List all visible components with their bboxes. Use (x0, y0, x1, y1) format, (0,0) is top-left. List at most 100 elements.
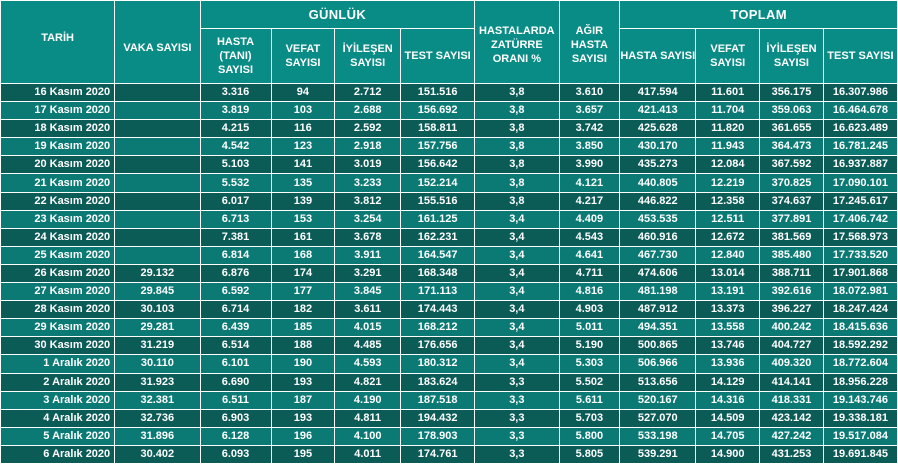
cell-gunluk-hasta: 7.381 (199, 227, 272, 247)
cell-toplam-test: 18.072.981 (822, 282, 898, 302)
cell-zaturre-orani: 3,4 (474, 354, 560, 374)
cell-gunluk-test: 151.516 (400, 82, 476, 103)
cell-gunluk-hasta: 3.316 (199, 82, 272, 103)
table-row: 21 Kasım 2020 5.532 135 3.233 152.214 3,8 4.12… (0, 173, 898, 193)
cell-vaka (114, 227, 201, 247)
cell-agir-hasta: 4.816 (558, 282, 621, 302)
cell-vaka: 30.110 (114, 354, 201, 374)
cell-toplam-test: 19.517.084 (822, 426, 898, 446)
cell-gunluk-hasta: 4.542 (199, 137, 272, 157)
cell-date: 29 Kasım 2020 (0, 318, 116, 338)
cell-gunluk-iyilesen: 4.821 (334, 372, 402, 392)
header-toplam-test: TEST SAYISI (822, 28, 898, 84)
header-vaka: VAKA SAYISI (114, 0, 201, 84)
cell-gunluk-iyilesen: 3.254 (334, 209, 402, 229)
cell-gunluk-vefat: 168 (270, 245, 336, 265)
cell-gunluk-test: 155.516 (400, 191, 476, 211)
cell-toplam-hasta: 474.606 (619, 263, 697, 284)
cell-zaturre-orani: 3,8 (474, 191, 560, 211)
cell-zaturre-orani: 3,4 (474, 263, 560, 284)
cell-gunluk-hasta: 6.128 (199, 426, 272, 446)
cell-toplam-hasta: 533.198 (619, 426, 697, 446)
cell-gunluk-iyilesen: 2.688 (334, 101, 402, 121)
cell-toplam-test: 17.733.520 (822, 245, 898, 265)
cell-toplam-test: 16.781.245 (822, 137, 898, 157)
cell-vaka: 29.845 (114, 282, 201, 302)
cell-gunluk-hasta: 6.876 (199, 263, 272, 284)
cell-vaka: 32.736 (114, 408, 201, 428)
table-row: 27 Kasım 2020 29.845 6.592 177 3.845 171.113 3… (0, 282, 898, 302)
table-row: 22 Kasım 2020 6.017 139 3.812 155.516 3,8 4.21… (0, 191, 898, 211)
cell-zaturre-orani: 3,4 (474, 318, 560, 338)
cell-gunluk-hasta: 6.017 (199, 191, 272, 211)
cell-toplam-iyilesen: 427.242 (759, 426, 824, 446)
cell-toplam-vefat: 12.511 (695, 209, 761, 229)
cell-gunluk-vefat: 190 (270, 354, 336, 374)
cell-agir-hasta: 3.610 (558, 82, 621, 103)
cell-agir-hasta: 4.641 (558, 245, 621, 265)
cell-gunluk-vefat: 135 (270, 173, 336, 193)
cell-gunluk-test: 176.656 (400, 336, 476, 356)
header-gunluk-hasta: HASTA (TANI) SAYISI (199, 28, 272, 84)
table-body: 16 Kasım 2020 3.316 94 2.712 151.516 3,8 3.610… (0, 82, 898, 464)
cell-gunluk-test: 187.518 (400, 390, 476, 410)
cell-toplam-test: 16.623.489 (822, 119, 898, 139)
cell-gunluk-vefat: 195 (270, 444, 336, 464)
table-row: 6 Aralık 2020 30.402 6.093 195 4.011 174.761 3… (0, 444, 898, 464)
cell-zaturre-orani: 3,8 (474, 82, 560, 103)
cell-toplam-test: 16.937.887 (822, 155, 898, 175)
cell-agir-hasta: 5.703 (558, 408, 621, 428)
cell-toplam-vefat: 14.129 (695, 372, 761, 392)
cell-toplam-vefat: 14.316 (695, 390, 761, 410)
cell-agir-hasta: 4.543 (558, 227, 621, 247)
cell-date: 3 Aralık 2020 (0, 390, 116, 410)
cell-gunluk-test: 162.231 (400, 227, 476, 247)
cell-date: 23 Kasım 2020 (0, 209, 116, 229)
cell-toplam-hasta: 481.198 (619, 282, 697, 302)
table-row: 28 Kasım 2020 30.103 6.714 182 3.611 174.443 3… (0, 300, 898, 320)
cell-gunluk-hasta: 3.819 (199, 101, 272, 121)
header-zaturre: HASTALARDA ZATÜRRE ORANI % (474, 0, 560, 84)
cell-vaka (114, 119, 201, 139)
cell-gunluk-hasta: 5.103 (199, 155, 272, 175)
cell-gunluk-test: 178.903 (400, 426, 476, 446)
cell-zaturre-orani: 3,4 (474, 336, 560, 356)
cell-toplam-iyilesen: 377.891 (759, 209, 824, 229)
table-row: 20 Kasım 2020 5.103 141 3.019 156.642 3,8 3.99… (0, 155, 898, 175)
cell-toplam-vefat: 11.704 (695, 101, 761, 121)
cell-toplam-test: 18.415.636 (822, 318, 898, 338)
cell-date: 20 Kasım 2020 (0, 155, 116, 175)
cell-toplam-test: 18.592.292 (822, 336, 898, 356)
table-row: 1 Aralık 2020 30.110 6.101 190 4.593 180.312 3… (0, 354, 898, 374)
cell-toplam-iyilesen: 396.227 (759, 300, 824, 320)
cell-zaturre-orani: 3,4 (474, 300, 560, 320)
cell-date: 6 Aralık 2020 (0, 444, 116, 464)
table-row: 5 Aralık 2020 31.896 6.128 196 4.100 178.903 3… (0, 426, 898, 446)
cell-gunluk-iyilesen: 2.712 (334, 82, 402, 103)
cell-gunluk-test: 152.214 (400, 173, 476, 193)
cell-toplam-vefat: 12.219 (695, 173, 761, 193)
cell-toplam-test: 19.338.181 (822, 408, 898, 428)
table-row: 16 Kasım 2020 3.316 94 2.712 151.516 3,8 3.610… (0, 82, 898, 103)
cell-agir-hasta: 4.217 (558, 191, 621, 211)
cell-date: 25 Kasım 2020 (0, 245, 116, 265)
table-row: 2 Aralık 2020 31.923 6.690 193 4.821 183.624 3… (0, 372, 898, 392)
cell-agir-hasta: 4.711 (558, 263, 621, 284)
cell-date: 4 Aralık 2020 (0, 408, 116, 428)
cell-date: 26 Kasım 2020 (0, 263, 116, 284)
cell-toplam-iyilesen: 364.473 (759, 137, 824, 157)
cell-gunluk-iyilesen: 3.845 (334, 282, 402, 302)
cell-gunluk-test: 194.432 (400, 408, 476, 428)
cell-toplam-vefat: 12.084 (695, 155, 761, 175)
cell-toplam-iyilesen: 409.320 (759, 354, 824, 374)
cell-toplam-hasta: 494.351 (619, 318, 697, 338)
cell-toplam-hasta: 487.912 (619, 300, 697, 320)
header-gunluk-iyilesen: İYİLEŞEN SAYISI (334, 28, 402, 84)
cell-agir-hasta: 5.805 (558, 444, 621, 464)
cell-toplam-hasta: 506.966 (619, 354, 697, 374)
cell-toplam-vefat: 13.373 (695, 300, 761, 320)
cell-toplam-iyilesen: 361.655 (759, 119, 824, 139)
cell-toplam-iyilesen: 370.825 (759, 173, 824, 193)
cell-toplam-hasta: 425.628 (619, 119, 697, 139)
cell-gunluk-vefat: 94 (270, 82, 336, 103)
